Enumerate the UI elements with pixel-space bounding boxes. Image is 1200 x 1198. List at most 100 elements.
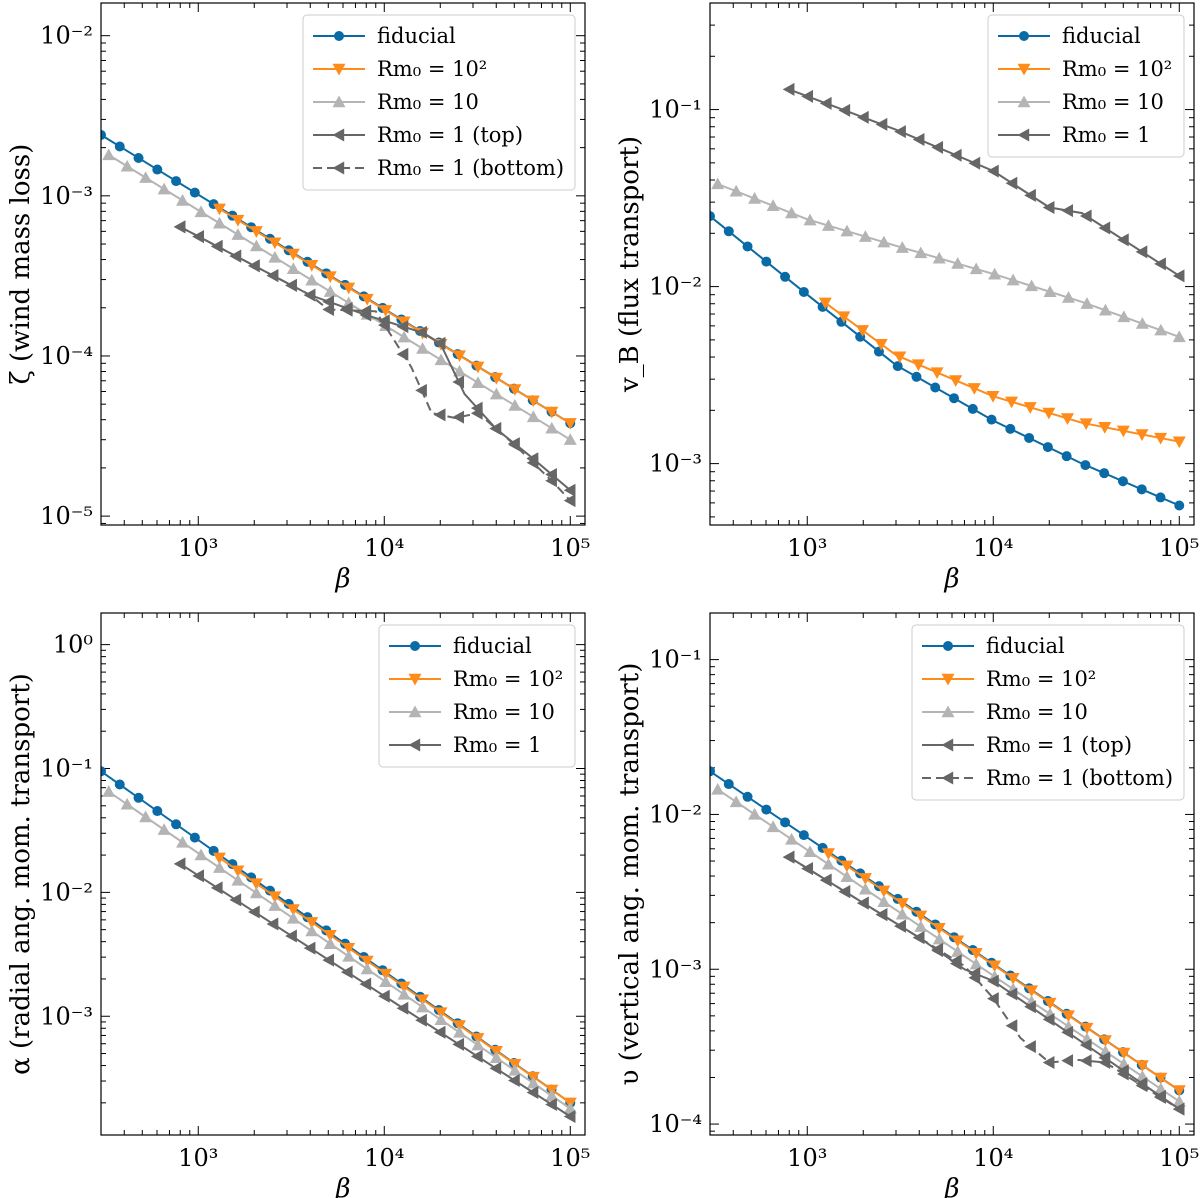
y-tick-label: 10⁻¹ [649,646,702,674]
data-point [305,917,319,929]
data-point [780,817,791,828]
data-point [508,384,522,396]
chart-vB: 10³ 10⁴ 10⁵ 10⁻³ 10⁻² 10⁻¹ β v_B (flux transpor… [615,2,1199,594]
data-point [120,797,134,810]
data-point [396,347,409,361]
data-point [1172,436,1186,449]
data-point [433,336,446,350]
data-point [932,251,946,264]
y-tick-label: 10⁻³ [649,450,702,478]
y-tick-label: 10⁻⁴ [649,1110,702,1138]
data-point [452,410,465,424]
data-point [285,278,297,292]
legend-marker [408,738,421,752]
data-point [949,375,963,387]
data-point [342,282,356,295]
x-tick-label: 10³ [178,534,218,562]
y-tick-label: 10⁰ [53,631,93,659]
data-point [229,249,242,263]
data-point [268,891,282,904]
data-point [1005,396,1019,409]
data-point [286,262,300,275]
data-point [189,832,200,843]
data-point [951,935,965,948]
data-point [452,364,466,377]
legend-marker [332,161,345,175]
data-point [340,303,353,317]
data-point [212,216,226,229]
data-point [526,456,539,470]
data-point [987,164,999,178]
data-point [1099,468,1110,479]
data-point [968,971,981,985]
data-point [545,1098,557,1112]
data-point [120,159,134,172]
data-point [470,406,483,420]
series-rm-10- [212,852,577,1110]
data-point [711,177,725,190]
data-point [1060,413,1074,425]
data-point [782,850,795,864]
data-point [914,920,928,932]
data-point [359,977,372,991]
y-tick-label: 10⁻² [40,22,93,50]
data-point [967,403,978,414]
data-point [893,351,907,364]
data-point [1005,987,1018,1001]
series-line [824,301,1180,443]
legend-marker [941,673,955,686]
data-point [248,905,260,919]
data-point [379,975,393,987]
y-tick-label: 10⁻³ [40,1002,93,1030]
series-line [710,215,1180,507]
data-point [508,438,520,452]
data-point [930,367,944,380]
legend-label: Rm₀ = 10 [377,90,479,114]
data-point [803,213,817,226]
data-point [1079,209,1092,223]
data-point [968,156,981,170]
data-point [323,930,337,942]
data-point [342,949,356,962]
data-point [268,250,282,263]
data-point [1172,1085,1186,1097]
data-point [1042,1055,1055,1069]
data-point [470,1049,483,1063]
legend-label: Rm₀ = 10² [986,667,1096,691]
x-tick-label: 10⁵ [550,1144,590,1172]
series-rm-1 [782,82,1185,283]
data-point [1079,418,1093,431]
x-axis-label: β [943,1174,959,1198]
data-point [914,910,928,923]
plot-frame [709,2,1195,526]
data-point [359,304,372,318]
data-point [969,262,983,275]
data-point [489,422,502,436]
data-point [303,941,316,955]
legend-label: Rm₀ = 10² [453,667,563,691]
data-point [157,182,171,195]
data-point [452,1037,465,1051]
data-point [782,82,795,96]
data-point [434,353,448,366]
data-point [563,418,577,430]
data-point [1117,1047,1131,1060]
data-point [894,919,906,933]
data-point [415,1013,427,1027]
plot-area [710,82,1186,511]
legend-label: Rm₀ = 10 [986,700,1088,724]
data-point [761,804,772,815]
chart-zeta: 10³ 10⁴ 10⁵ 10⁻⁵ 10⁻⁴ 10⁻³ 10⁻² β ζ (wind mass l… [6,2,590,594]
x-axis-label: β [334,1174,350,1198]
series-rm-10- [212,203,577,430]
legend-marker [334,31,344,41]
legend-label: Rm₀ = 1 (bottom) [377,156,564,180]
data-point [821,219,835,231]
data-point [1006,273,1020,286]
data-point [360,955,374,968]
data-point [434,1007,448,1020]
data-point [766,820,780,833]
data-point [489,1061,502,1075]
legend-box [302,14,576,191]
